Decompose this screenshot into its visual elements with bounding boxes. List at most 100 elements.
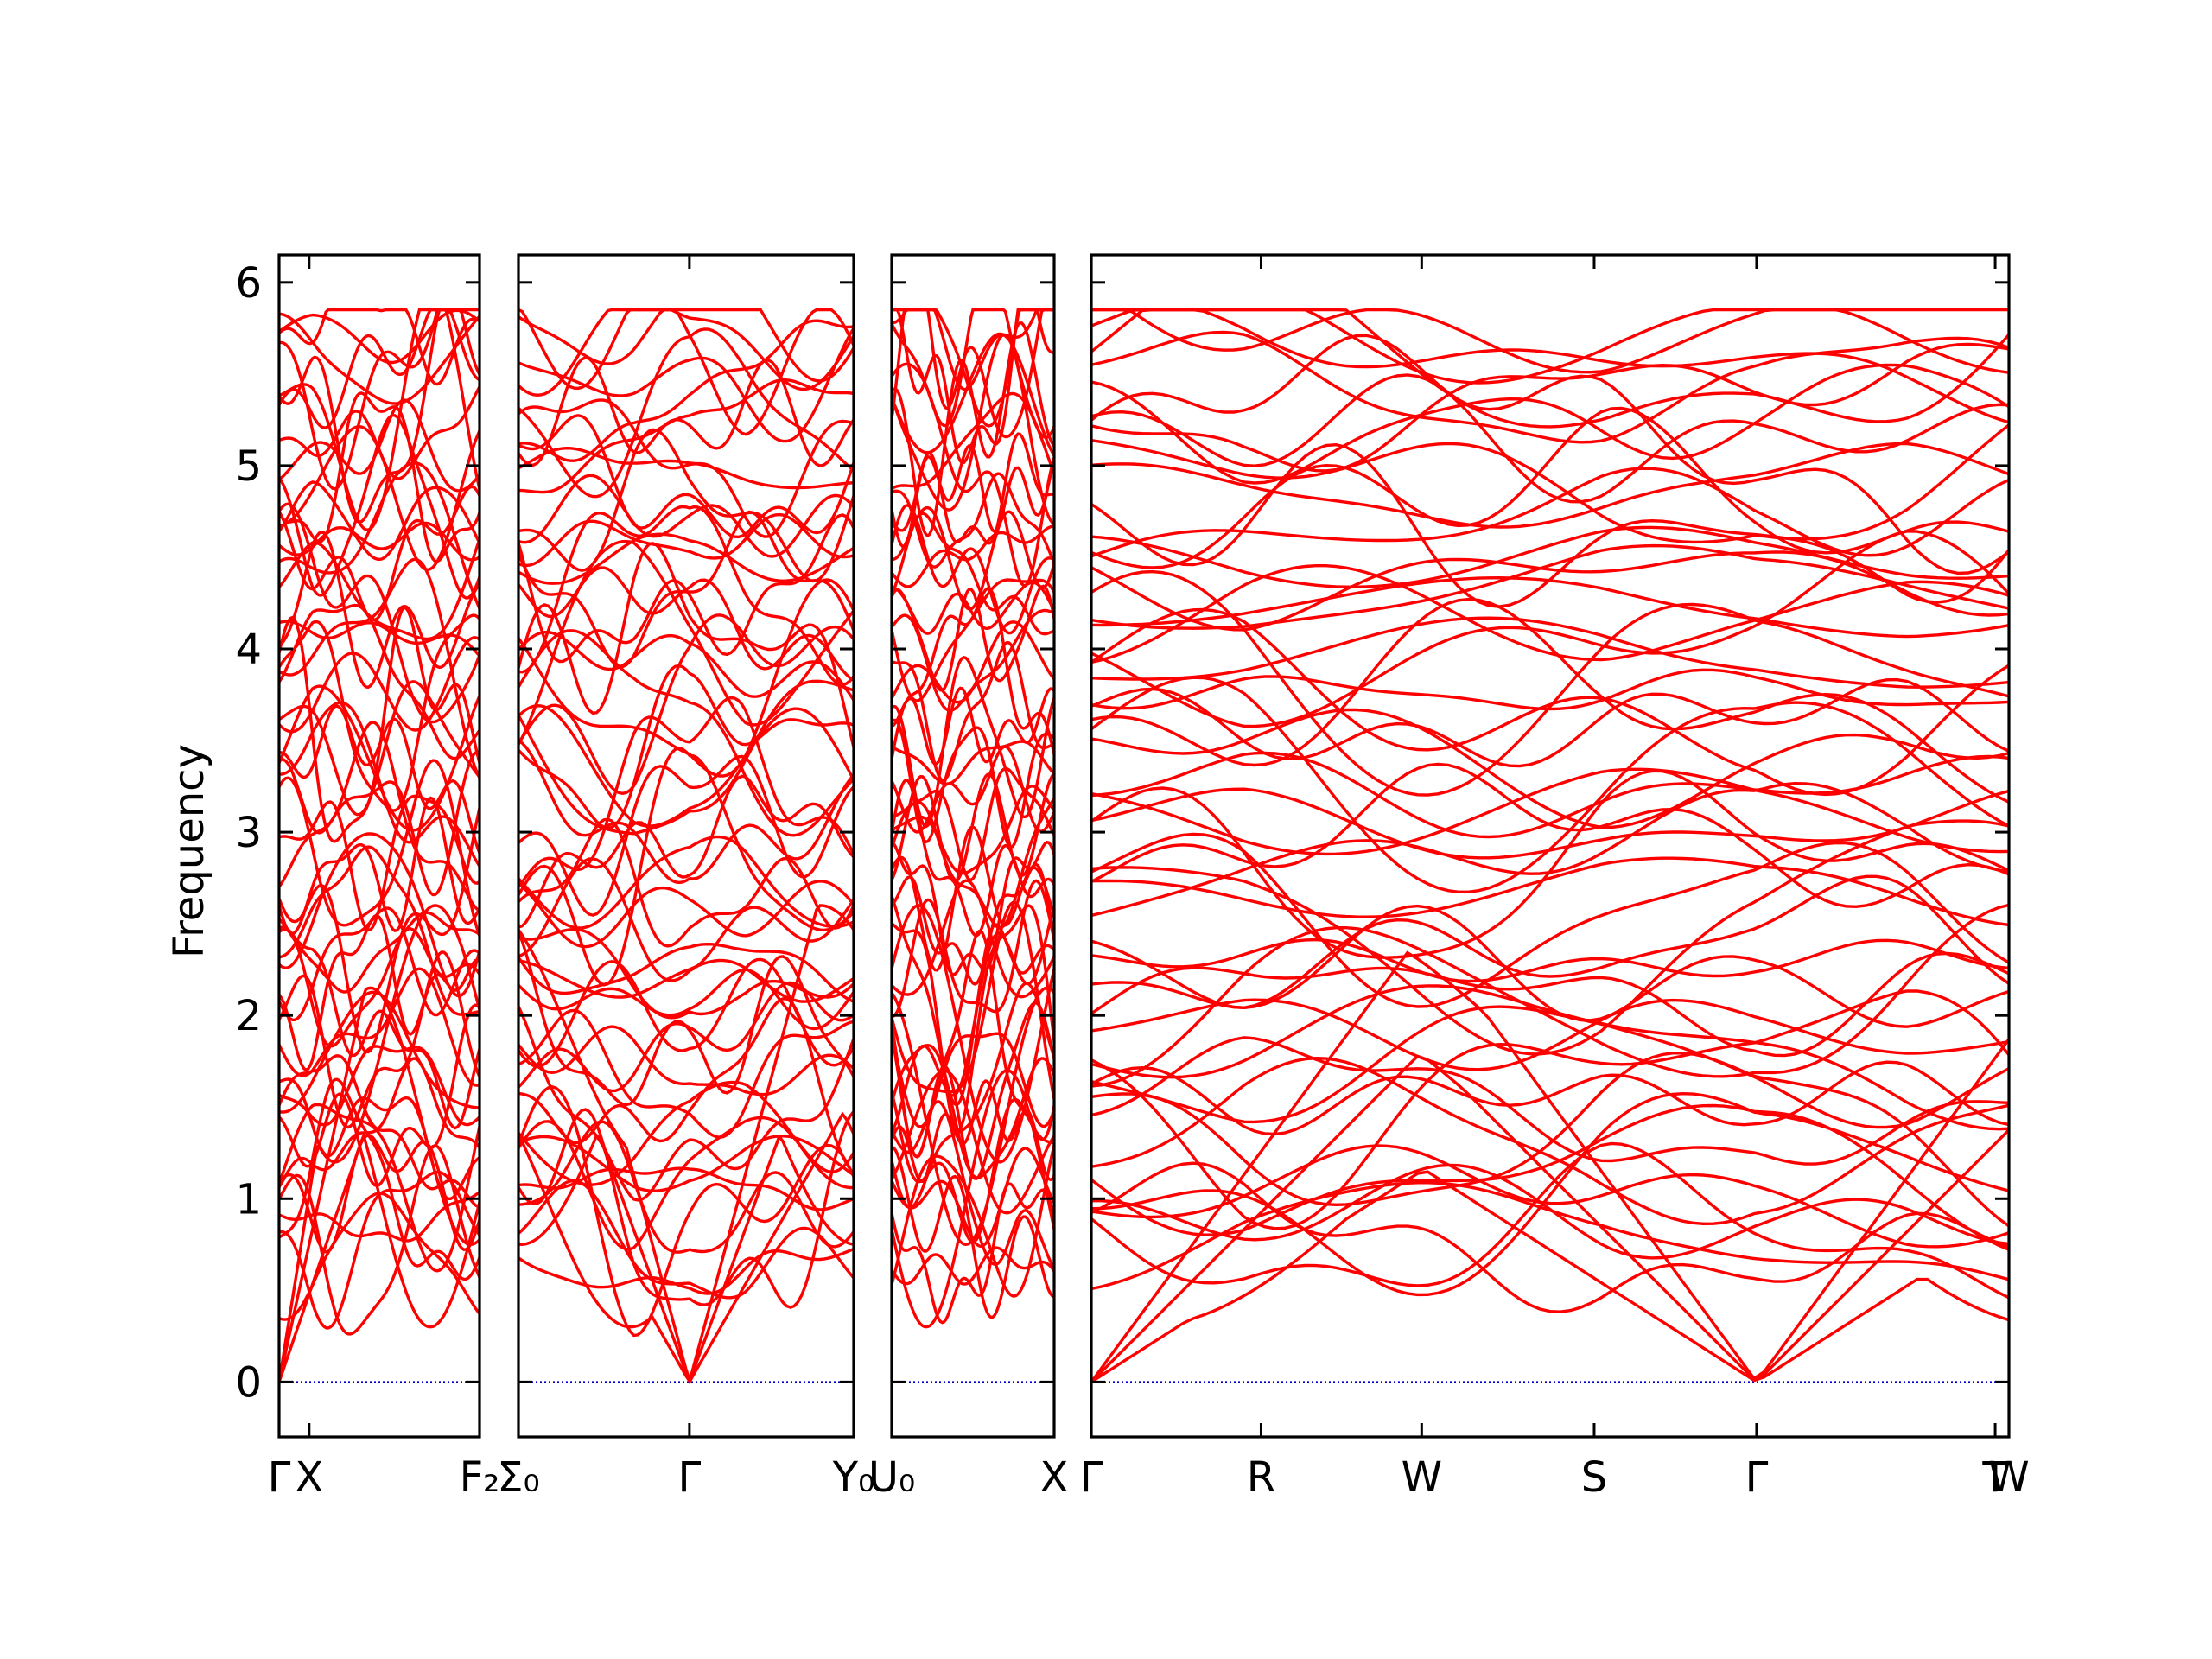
band-19-panel-1 (279, 925, 480, 1130)
band-35-panel-3 (892, 655, 1054, 829)
band-37-panel-3 (892, 640, 1054, 782)
panel-2-bands (518, 308, 854, 1386)
band-58-panel-4 (1091, 308, 2009, 424)
band-43-panel-2 (518, 513, 854, 664)
band-38-panel-2 (518, 613, 854, 796)
band-33-panel-4 (1091, 676, 2009, 893)
band-6-panel-3 (892, 1145, 1054, 1319)
band-52-panel-4 (1091, 334, 2009, 575)
band-9-panel-1 (279, 1134, 480, 1254)
band-38-panel-4 (1091, 668, 2009, 711)
band-13-panel-2 (518, 1005, 854, 1202)
band-21-panel-2 (518, 958, 854, 1003)
band-23-panel-1 (279, 911, 480, 994)
band-17-panel-4 (1091, 984, 2009, 1131)
y-tick-label: 0 (235, 1358, 262, 1407)
band-60-panel-3 (892, 308, 1054, 428)
band-25-panel-2 (518, 880, 854, 949)
band-16-panel-1 (279, 990, 480, 1114)
panel-1-bands (279, 308, 480, 1383)
band-11-panel-3 (892, 1069, 1054, 1215)
panel-4-frame (1090, 253, 2011, 1439)
band-55-panel-2 (518, 327, 854, 499)
band-15-panel-2 (518, 1008, 854, 1139)
band-59-panel-4 (1091, 308, 2009, 385)
band-30-panel-3 (892, 772, 1054, 884)
band-12-panel-4 (1091, 1051, 2009, 1228)
band-42-panel-4 (1091, 564, 2009, 664)
band-13-panel-4 (1091, 1036, 2009, 1166)
band-30-panel-2 (518, 754, 854, 917)
band-5-panel-3 (892, 1182, 1054, 1325)
y-tick-label: 2 (235, 992, 262, 1040)
band-4-panel-2 (518, 1248, 854, 1295)
band-24-panel-1 (279, 845, 480, 1016)
band-56-panel-2 (518, 319, 854, 462)
band-49-panel-2 (518, 428, 854, 583)
band-24-panel-4 (1091, 819, 2009, 1056)
band-45-panel-4 (1091, 550, 2009, 632)
band-48-panel-1 (279, 480, 480, 562)
band-5-panel-4 (1091, 1161, 2009, 1313)
band-8-panel-1 (279, 1077, 480, 1281)
band-29-panel-2 (518, 774, 854, 929)
band-51-panel-1 (279, 391, 480, 563)
band-52-panel-2 (518, 398, 854, 538)
band-36-panel-3 (892, 686, 1054, 766)
band-41-panel-2 (518, 539, 854, 746)
band-53-panel-2 (518, 378, 854, 494)
band-25-panel-4 (1091, 832, 2009, 1008)
band-45-panel-2 (518, 505, 854, 687)
band-47-panel-2 (518, 512, 854, 568)
x-tick-label: F₂ (460, 1453, 500, 1502)
y-tick-label: 4 (235, 626, 262, 674)
band-23-panel-2 (518, 927, 854, 1020)
band-20-panel-3 (892, 904, 1054, 1133)
band-39-panel-1 (279, 603, 480, 760)
band-59-panel-2 (518, 308, 854, 397)
band-7-panel-2 (518, 1085, 854, 1338)
band-35-panel-4 (1091, 597, 2009, 804)
band-44-panel-1 (279, 538, 480, 641)
band-50-panel-2 (518, 414, 854, 539)
x-tick-label: Γ (1080, 1453, 1103, 1502)
bands-layer (279, 308, 2009, 1386)
band-1-panel-2 (518, 1111, 854, 1384)
band-9-panel-2 (518, 1166, 854, 1211)
band-58-panel-2 (518, 308, 854, 436)
band-25-panel-1 (279, 807, 480, 1054)
band-53-panel-1 (279, 385, 480, 480)
x-tick-label: X (1040, 1453, 1069, 1502)
band-56-panel-4 (1091, 330, 2009, 444)
band-14-panel-4 (1091, 1060, 2009, 1136)
band-59-panel-1 (279, 308, 480, 365)
y-tick-label: 6 (235, 259, 262, 308)
x-tick-label: W (1402, 1453, 1442, 1502)
band-5-panel-1 (279, 1144, 480, 1336)
band-35-panel-2 (518, 664, 854, 830)
band-45-panel-3 (892, 504, 1054, 635)
band-22-panel-4 (1091, 938, 2009, 983)
band-43-panel-1 (279, 502, 480, 724)
panel-3-bands (892, 308, 1054, 1383)
x-tick-label: R (1247, 1453, 1275, 1502)
y-tick-label: 5 (235, 442, 262, 491)
x-tick-label: Γ (268, 1453, 291, 1502)
band-52-panel-1 (279, 398, 480, 493)
panel-4-bands (1091, 308, 2009, 1383)
band-34-panel-1 (279, 684, 480, 832)
band-16-panel-2 (518, 1025, 854, 1096)
band-40-panel-4 (1091, 616, 2009, 689)
band-32-panel-3 (892, 745, 1054, 834)
panel-1-frame (277, 253, 481, 1439)
band-50-panel-4 (1091, 442, 2009, 529)
band-1-panel-4 (1091, 1170, 2009, 1383)
band-60-panel-1 (279, 308, 480, 386)
band-60-panel-2 (518, 308, 854, 383)
band-22-panel-3 (892, 879, 1054, 1019)
band-13-panel-1 (279, 1077, 480, 1200)
band-6-panel-1 (279, 1170, 480, 1330)
band-27-panel-1 (279, 796, 480, 936)
